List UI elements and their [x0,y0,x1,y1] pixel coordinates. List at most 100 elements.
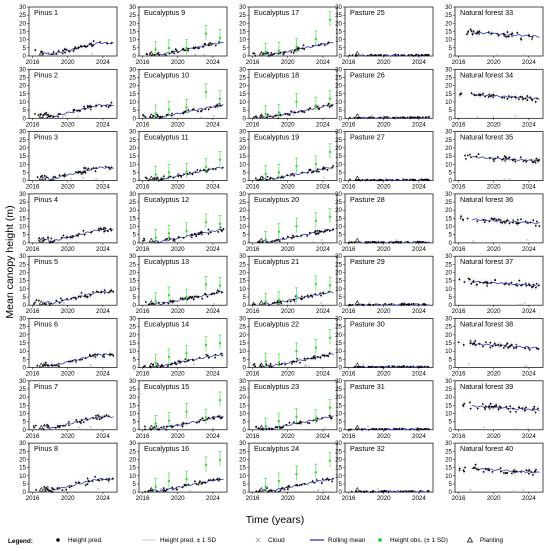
height-pred-point [214,106,217,108]
height-pred-point [83,44,86,47]
height-pred-point [80,291,83,294]
height-pred-point [399,116,402,119]
y-tick-label: 30 [129,129,136,136]
height-pred-point [516,31,519,34]
height-pred-point [53,239,56,242]
height-pred-point [68,486,71,489]
height-pred-point [488,93,491,96]
height-obs-point [314,104,318,107]
height-pred-point [491,470,494,473]
height-pred-point [512,407,515,410]
panel-title: Eucalyptus 16 [144,444,189,453]
height-pred-point [361,303,364,306]
height-pred-point [82,421,85,424]
height-pred-point [489,341,492,344]
height-pred-point [70,297,73,300]
height-obs-point [264,50,267,53]
y-tick-label: 25 [335,199,342,206]
planting-marker [354,175,360,180]
height-pred-point [187,109,190,111]
x-tick-label: 2024 [522,308,536,315]
x-axis-title: Time (years) [246,514,305,526]
height-pred-point [52,51,55,53]
height-pred-point [412,302,415,305]
planting-marker [38,175,44,180]
y-tick-label: 5 [339,107,343,114]
cloud-marker [62,301,65,305]
height-pred-point [367,303,370,306]
height-pred-point [316,356,319,358]
height-pred-point [293,49,296,52]
height-pred-point [309,294,312,297]
x-tick-label: 2024 [522,121,536,128]
y-tick-label: 15 [19,215,26,222]
y-tick-label: 25 [239,74,246,81]
height-pred-point [299,361,301,364]
height-pred-point [493,94,495,97]
panel-title: Natural forest 37 [460,257,513,266]
height-obs-point [167,479,171,483]
height-pred-point [303,357,306,360]
y-tick-label: 15 [129,465,136,472]
height-pred-point [177,236,180,239]
cloud-marker [396,490,399,494]
height-pred-point [290,51,293,53]
height-pred-point [175,49,178,52]
height-pred-point [46,176,48,179]
height-pred-point [194,480,196,483]
height-pred-point [94,475,96,478]
height-pred-point [306,171,309,174]
height-pred-point [373,240,376,243]
height-pred-point [98,416,100,418]
panel-title: Natural forest 40 [460,444,513,453]
height-pred-point [412,116,415,119]
cloud-marker [80,428,83,431]
cloud-marker [201,428,204,431]
y-tick-label: 0 [23,115,27,122]
height-pred-point [86,45,89,48]
height-pred-point [393,241,396,244]
y-tick-label: 10 [239,161,246,168]
height-pred-point [478,30,481,33]
height-pred-point [297,422,300,425]
cloud-marker [82,176,85,180]
y-tick-label: 30 [19,378,26,385]
height-pred-point [422,303,425,306]
height-pred-point [277,176,279,179]
height-pred-point [513,469,516,471]
height-pred-point [293,174,296,177]
height-pred-point [105,105,108,108]
height-pred-point [477,468,480,471]
height-obs-point [218,97,222,101]
y-tick-label: 5 [133,481,137,488]
height-pred-point [520,218,522,221]
height-pred-point [182,236,185,239]
cloud-marker [469,488,472,491]
height-obs-point [185,170,188,173]
height-pred-point [307,108,310,111]
cloud-marker [471,240,475,243]
height-pred-point [167,302,170,305]
height-pred-point [466,154,469,157]
y-tick-label: 25 [19,448,26,455]
height-pred-point [321,354,324,357]
y-tick-label: 5 [23,45,27,52]
height-pred-point [254,365,257,368]
height-pred-point [351,54,354,57]
y-tick-label: 5 [23,169,27,176]
height-obs-point [328,150,332,154]
y-tick-label: 20 [335,394,342,401]
height-pred-point [191,173,194,176]
cloud-marker [75,241,78,244]
height-pred-point [331,480,333,483]
height-pred-point [506,471,509,474]
height-pred-point [353,117,356,119]
height-pred-point [384,302,386,305]
height-pred-point [57,425,60,428]
planting-marker [148,237,154,243]
height-pred-point [463,470,466,473]
height-pred-point [388,303,391,306]
height-pred-point [306,294,309,297]
height-pred-point [185,422,188,425]
height-obs-point [167,419,171,422]
